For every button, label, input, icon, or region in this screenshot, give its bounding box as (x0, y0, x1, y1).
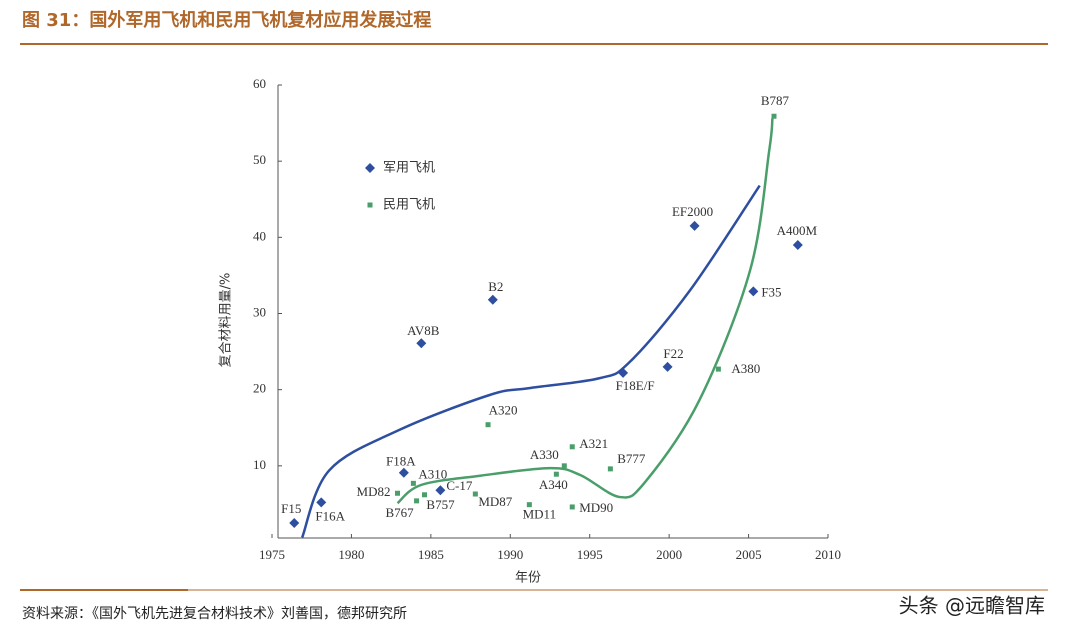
point-label: A340 (539, 477, 568, 492)
point (394, 490, 400, 496)
point-label: B767 (385, 505, 414, 520)
point (398, 467, 409, 478)
legend-marker (365, 163, 375, 173)
point-label: MD11 (523, 507, 556, 522)
point (316, 497, 327, 508)
point (410, 480, 416, 486)
x-tick-label: 2010 (815, 547, 841, 562)
point-label: A380 (731, 361, 760, 376)
point (792, 239, 803, 250)
point-label: B757 (426, 497, 455, 512)
x-tick-label: 2000 (656, 547, 682, 562)
x-tick-label: 1975 (259, 547, 285, 562)
legend-label: 民用飞机 (383, 198, 435, 213)
point-label: F18E/F (616, 378, 655, 393)
point-label: B787 (761, 93, 790, 108)
point-label: MD87 (478, 494, 512, 509)
watermark: 头条 @远瞻智库 (899, 594, 1045, 618)
point (771, 113, 777, 119)
point (607, 466, 613, 472)
point (487, 294, 498, 305)
legend-label: 军用飞机 (383, 161, 435, 176)
point (553, 471, 559, 477)
trend-line (396, 118, 774, 505)
y-tick-label: 60 (253, 76, 266, 91)
y-tick-label: 20 (253, 381, 266, 396)
point (569, 504, 575, 510)
point (715, 366, 721, 372)
point (435, 485, 446, 496)
point-label: C-17 (446, 478, 473, 493)
point-label: F16A (315, 508, 345, 523)
point (748, 286, 759, 297)
point (618, 367, 629, 378)
x-axis-label: 年份 (515, 571, 541, 586)
point-label: F22 (663, 346, 683, 361)
point-label: B777 (617, 451, 646, 466)
x-tick-label: 1985 (418, 547, 444, 562)
point-label: F18A (386, 454, 416, 469)
point-label: MD82 (357, 484, 391, 499)
trend-line (301, 184, 761, 538)
point-label: A400M (777, 223, 818, 238)
point (569, 444, 575, 450)
point (526, 502, 532, 508)
y-tick-label: 50 (253, 152, 266, 167)
point-label: A320 (489, 403, 518, 418)
y-tick-label: 10 (253, 457, 266, 472)
point-label: F35 (761, 284, 781, 299)
point-label: EF2000 (672, 204, 713, 219)
point (689, 220, 700, 231)
y-tick-label: 30 (253, 304, 266, 319)
point-label: B2 (488, 279, 503, 294)
point-label: F15 (281, 501, 301, 516)
point (561, 463, 567, 469)
point (422, 492, 428, 498)
y-tick-label: 40 (253, 228, 266, 243)
point-label: A321 (579, 436, 608, 451)
x-tick-label: 1980 (338, 547, 364, 562)
legend-marker (367, 202, 373, 208)
point (472, 491, 478, 497)
point-label: MD90 (579, 500, 613, 515)
x-tick-label: 1995 (577, 547, 603, 562)
source: 资料来源：《国外飞机先进复合材料技术》刘善国，德邦研究所 (22, 605, 407, 622)
point-label: A310 (418, 466, 447, 481)
point (662, 361, 673, 372)
point (414, 498, 420, 504)
figure-title: 图 31：国外军用飞机和民用飞机复材应用发展过程 (22, 9, 431, 31)
x-tick-label: 1990 (497, 547, 523, 562)
point (485, 422, 491, 428)
point (289, 517, 300, 528)
y-axis-label: 复合材料用量/% (219, 273, 234, 368)
point-label: AV8B (407, 323, 440, 338)
point (416, 338, 427, 349)
point-label: A330 (530, 447, 559, 462)
x-tick-label: 2005 (736, 547, 762, 562)
